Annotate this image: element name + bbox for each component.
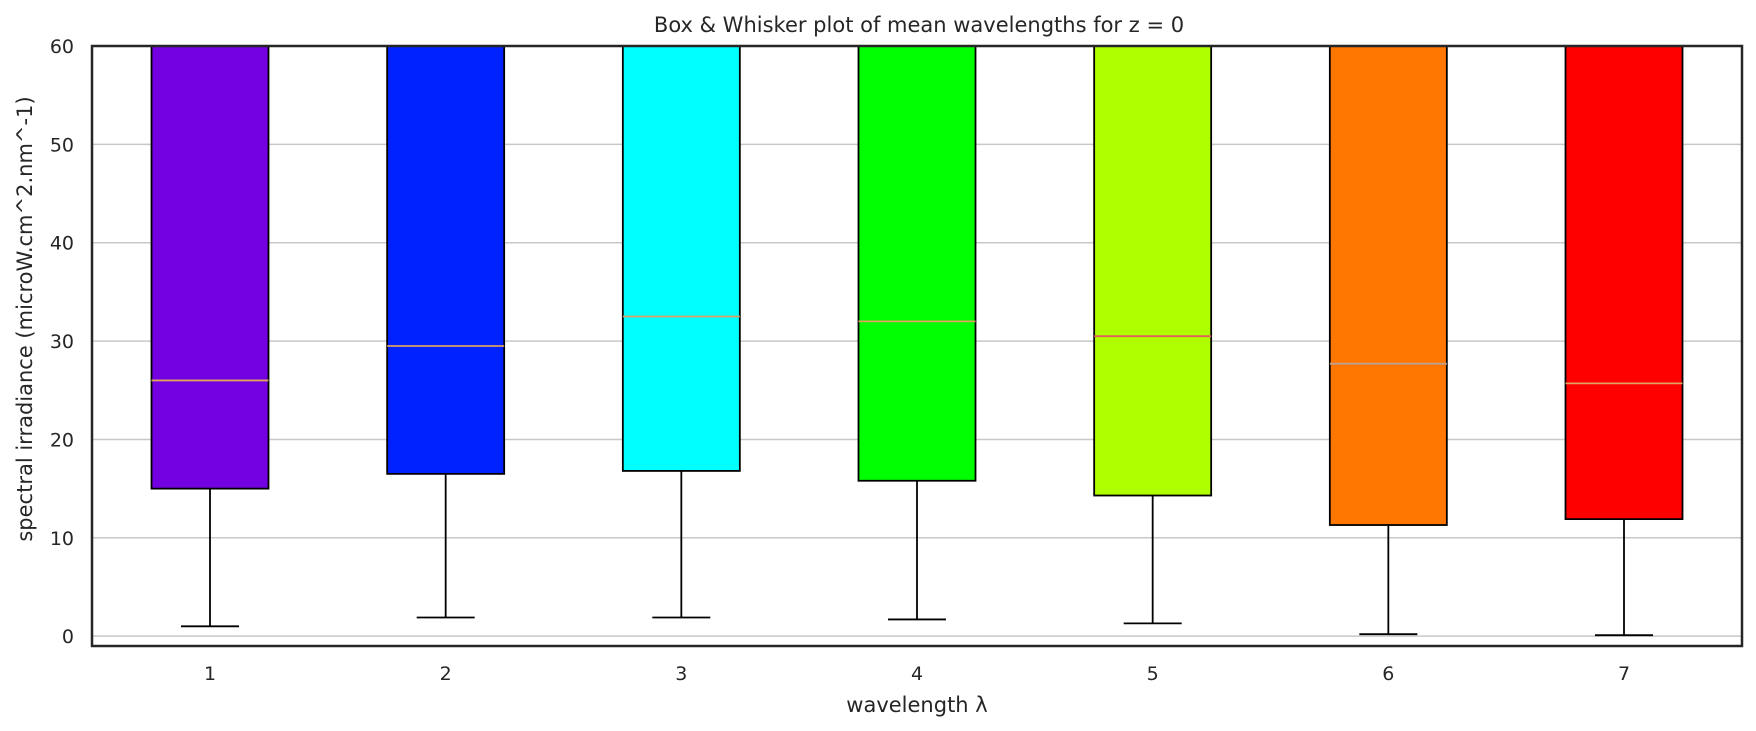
chart-title: Box & Whisker plot of mean wavelengths f… (654, 13, 1184, 37)
box-4 (857, 45, 977, 621)
box-body (1328, 45, 1448, 526)
box-body (857, 45, 977, 482)
box-body (1093, 45, 1213, 497)
y-tick-label: 40 (50, 233, 74, 255)
x-tick-label: 5 (1147, 663, 1159, 685)
x-tick-label: 6 (1382, 663, 1394, 685)
y-axis-label: spectral irradiance (microW.cm^2.nm^-1) (13, 96, 37, 541)
box-body (621, 45, 741, 472)
x-tick-labels: 1 2 3 4 5 6 7 (204, 663, 1630, 685)
x-tick-label: 3 (675, 663, 687, 685)
y-tick-label: 60 (50, 36, 74, 58)
x-tick-label: 7 (1618, 663, 1630, 685)
box-7 (1564, 45, 1684, 637)
box-body (386, 45, 506, 475)
x-axis-label: wavelength λ (846, 693, 987, 717)
x-tick-label: 2 (440, 663, 452, 685)
boxes-group (150, 45, 1684, 637)
y-tick-label: 0 (62, 626, 74, 648)
y-tick-label: 30 (50, 331, 74, 353)
plot-frame (90, 44, 1744, 648)
box-2 (386, 45, 506, 619)
box-6 (1328, 45, 1448, 636)
x-tick-label: 1 (204, 663, 216, 685)
box-body (150, 45, 270, 490)
box-1 (150, 45, 270, 628)
y-tick-label: 50 (50, 134, 74, 156)
x-tick-label: 4 (911, 663, 923, 685)
y-tick-label: 10 (50, 528, 74, 550)
box-3 (621, 45, 741, 619)
y-tick-label: 20 (50, 429, 74, 451)
box-body (1564, 45, 1684, 521)
y-tick-labels: 0 10 20 30 40 50 60 (50, 36, 74, 648)
box-5 (1093, 45, 1213, 625)
